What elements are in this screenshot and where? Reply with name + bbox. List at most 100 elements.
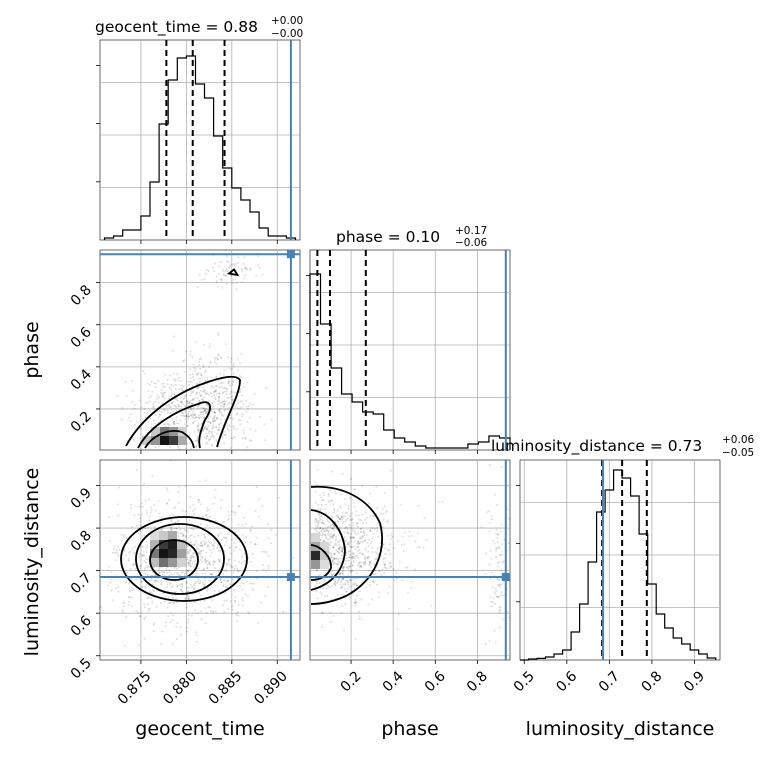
sample-point — [498, 554, 501, 557]
contour-secondary-mode — [226, 268, 240, 277]
sample-point — [249, 528, 252, 531]
sample-point — [193, 513, 196, 516]
sample-point — [317, 503, 320, 506]
sample-point — [324, 534, 326, 537]
sample-point — [340, 550, 343, 553]
sample-point — [395, 486, 398, 489]
sample-point — [358, 615, 361, 618]
sample-point — [353, 541, 356, 544]
sample-point — [137, 513, 140, 516]
sample-point — [353, 587, 356, 590]
sample-point — [187, 596, 190, 599]
sample-point — [208, 345, 211, 348]
sample-point — [330, 574, 333, 577]
sample-point — [225, 580, 228, 583]
sample-point — [353, 545, 356, 548]
sample-point — [218, 386, 221, 389]
sample-point — [112, 551, 114, 554]
sample-point — [332, 527, 334, 530]
sample-point — [209, 422, 212, 425]
sample-point — [227, 580, 230, 583]
sample-point — [243, 385, 245, 388]
sample-point — [131, 564, 134, 567]
sample-point — [145, 558, 148, 561]
sample-point — [224, 269, 227, 272]
sample-point — [217, 550, 220, 552]
sample-point — [134, 423, 136, 426]
sample-point — [342, 566, 345, 569]
sample-point — [249, 529, 252, 532]
sample-point — [188, 519, 191, 522]
sample-point — [225, 563, 228, 566]
sample-point — [202, 386, 205, 389]
sample-point — [357, 540, 360, 543]
sample-point — [383, 564, 386, 567]
sample-point — [139, 577, 142, 580]
sample-point — [354, 533, 357, 536]
sample-point — [204, 272, 207, 275]
sample-point — [115, 551, 118, 554]
sample-point — [507, 542, 510, 544]
sample-point — [352, 555, 354, 558]
sample-point — [143, 616, 145, 619]
sample-point — [213, 542, 216, 545]
sample-point — [205, 514, 208, 517]
sample-point — [349, 554, 352, 557]
sample-point — [143, 534, 146, 537]
sample-point — [350, 478, 353, 480]
sample-point — [146, 597, 149, 599]
sample-point — [340, 593, 343, 596]
sample-point — [170, 520, 173, 523]
sample-point — [319, 591, 322, 594]
sample-point — [158, 571, 161, 574]
sample-point — [237, 570, 240, 573]
sample-point — [226, 356, 229, 359]
sample-point — [157, 380, 160, 382]
sample-point — [233, 264, 236, 267]
sample-point — [231, 398, 234, 401]
sample-point — [206, 392, 209, 395]
sample-point — [389, 561, 392, 564]
sample-point — [205, 428, 208, 430]
sample-point — [169, 411, 172, 414]
sample-point — [170, 383, 173, 386]
sample-point — [223, 611, 226, 614]
sample-point — [185, 534, 188, 537]
sample-point — [211, 434, 214, 437]
sample-point — [96, 609, 98, 611]
sample-point — [335, 562, 338, 565]
sample-point — [342, 567, 345, 570]
sample-point — [341, 572, 344, 575]
sample-point — [197, 405, 200, 408]
sample-point — [203, 417, 206, 420]
sample-point — [189, 377, 192, 380]
sample-point — [337, 516, 340, 519]
sample-point — [351, 555, 354, 558]
sample-point — [395, 572, 398, 574]
sample-point — [187, 569, 190, 572]
sample-point — [225, 282, 228, 285]
sample-point — [353, 583, 356, 586]
sample-point — [417, 532, 419, 535]
sample-point — [345, 559, 348, 562]
sample-point — [203, 396, 205, 399]
sample-point — [333, 490, 336, 493]
sample-point — [100, 623, 101, 626]
sample-point — [397, 539, 400, 542]
sample-point — [221, 436, 224, 439]
sample-point — [339, 587, 342, 589]
sample-point — [219, 418, 222, 421]
sample-point — [97, 582, 99, 584]
sample-point — [315, 580, 318, 583]
sample-point — [364, 547, 367, 550]
sample-point — [341, 547, 344, 550]
sample-point — [222, 405, 225, 408]
sample-point — [199, 393, 202, 396]
sample-point — [187, 569, 190, 572]
sample-point — [212, 420, 215, 423]
sample-point — [262, 568, 265, 571]
sample-point — [198, 377, 201, 380]
sample-point — [218, 353, 220, 356]
sample-point — [332, 614, 335, 617]
sample-point — [204, 579, 206, 582]
